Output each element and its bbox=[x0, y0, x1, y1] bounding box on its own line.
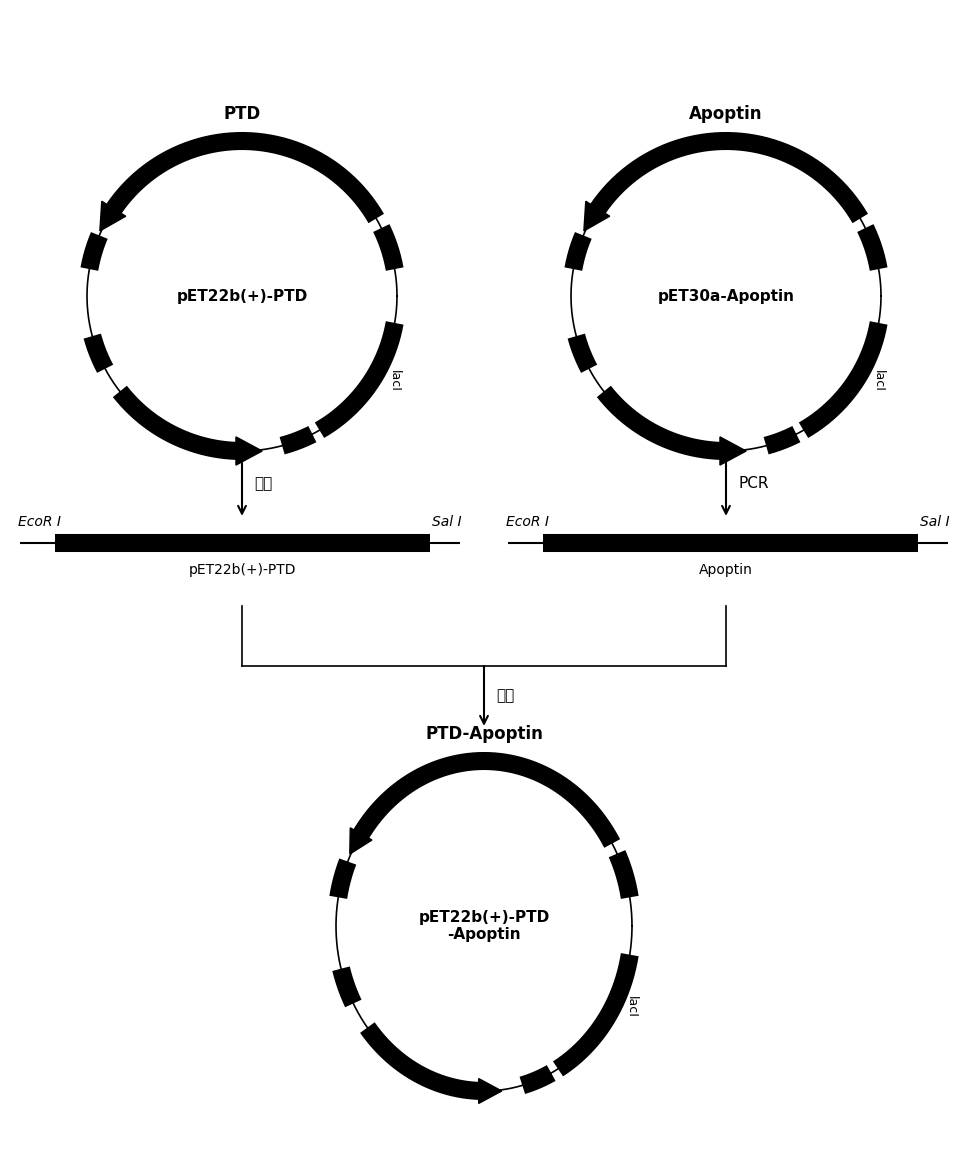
Polygon shape bbox=[478, 1078, 501, 1103]
Text: Apoptin: Apoptin bbox=[699, 563, 753, 577]
Text: 酶切: 酶切 bbox=[254, 476, 272, 492]
Text: lacI: lacI bbox=[872, 369, 886, 392]
Text: PTD: PTD bbox=[224, 105, 260, 123]
Text: ori: ori bbox=[605, 396, 621, 409]
Text: Sal Ⅰ: Sal Ⅰ bbox=[433, 515, 462, 529]
Polygon shape bbox=[584, 201, 610, 230]
Text: lacI: lacI bbox=[388, 369, 402, 392]
Text: ori: ori bbox=[372, 1038, 388, 1051]
Text: lacI: lacI bbox=[625, 996, 638, 1018]
Text: pET22b(+)-PTD
-Apoptin: pET22b(+)-PTD -Apoptin bbox=[418, 910, 550, 942]
Polygon shape bbox=[236, 437, 262, 465]
Text: PTD-Apoptin: PTD-Apoptin bbox=[425, 724, 543, 743]
Text: ori: ori bbox=[121, 396, 137, 409]
Text: EcoR Ⅰ: EcoR Ⅰ bbox=[506, 515, 549, 529]
Text: PCR: PCR bbox=[738, 476, 769, 492]
Text: 连接: 连接 bbox=[496, 688, 514, 703]
Text: Sal Ⅰ: Sal Ⅰ bbox=[921, 515, 950, 529]
Text: Apoptin: Apoptin bbox=[689, 105, 763, 123]
Text: EcoR Ⅰ: EcoR Ⅰ bbox=[18, 515, 61, 529]
Polygon shape bbox=[720, 437, 746, 465]
Polygon shape bbox=[100, 201, 126, 230]
Text: pET22b(+)-PTD: pET22b(+)-PTD bbox=[176, 288, 308, 303]
Polygon shape bbox=[349, 828, 372, 854]
Text: pET22b(+)-PTD: pET22b(+)-PTD bbox=[188, 563, 296, 577]
Text: pET30a-Apoptin: pET30a-Apoptin bbox=[657, 288, 795, 303]
